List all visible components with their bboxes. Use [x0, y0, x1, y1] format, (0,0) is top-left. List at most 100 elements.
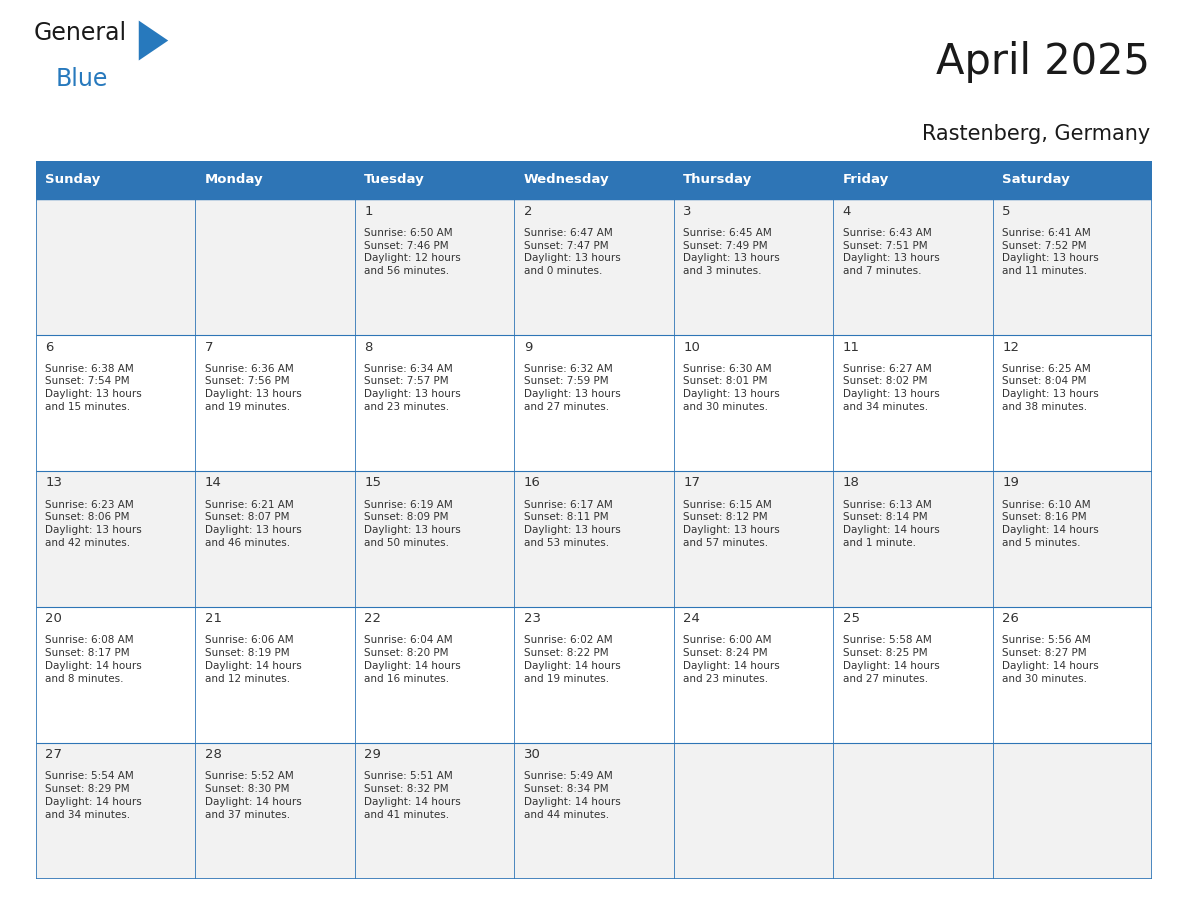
Bar: [514, 161, 674, 199]
Text: Rastenberg, Germany: Rastenberg, Germany: [922, 124, 1150, 144]
Text: 26: 26: [1003, 612, 1019, 625]
Bar: [993, 199, 1152, 335]
Text: April 2025: April 2025: [936, 41, 1150, 84]
Text: 8: 8: [365, 341, 373, 353]
Text: 27: 27: [45, 748, 62, 761]
Text: 5: 5: [1003, 205, 1011, 218]
Text: Sunrise: 6:47 AM
Sunset: 7:47 PM
Daylight: 13 hours
and 0 minutes.: Sunrise: 6:47 AM Sunset: 7:47 PM Dayligh…: [524, 228, 620, 276]
Text: 11: 11: [842, 341, 860, 353]
Text: 3: 3: [683, 205, 691, 218]
Bar: [195, 161, 355, 199]
Text: Sunrise: 6:13 AM
Sunset: 8:14 PM
Daylight: 14 hours
and 1 minute.: Sunrise: 6:13 AM Sunset: 8:14 PM Dayligh…: [842, 499, 940, 548]
Text: Saturday: Saturday: [1003, 174, 1070, 186]
Text: Sunrise: 6:15 AM
Sunset: 8:12 PM
Daylight: 13 hours
and 57 minutes.: Sunrise: 6:15 AM Sunset: 8:12 PM Dayligh…: [683, 499, 781, 548]
Text: 25: 25: [842, 612, 860, 625]
Text: Sunrise: 5:49 AM
Sunset: 8:34 PM
Daylight: 14 hours
and 44 minutes.: Sunrise: 5:49 AM Sunset: 8:34 PM Dayligh…: [524, 771, 620, 820]
Bar: [355, 471, 514, 607]
Bar: [674, 199, 833, 335]
Bar: [195, 335, 355, 471]
Text: 19: 19: [1003, 476, 1019, 489]
Bar: [355, 199, 514, 335]
Text: Sunrise: 6:23 AM
Sunset: 8:06 PM
Daylight: 13 hours
and 42 minutes.: Sunrise: 6:23 AM Sunset: 8:06 PM Dayligh…: [45, 499, 141, 548]
Bar: [833, 743, 993, 879]
Text: Sunrise: 5:54 AM
Sunset: 8:29 PM
Daylight: 14 hours
and 34 minutes.: Sunrise: 5:54 AM Sunset: 8:29 PM Dayligh…: [45, 771, 141, 820]
Bar: [993, 161, 1152, 199]
Text: Sunday: Sunday: [45, 174, 101, 186]
Text: Sunrise: 6:06 AM
Sunset: 8:19 PM
Daylight: 14 hours
and 12 minutes.: Sunrise: 6:06 AM Sunset: 8:19 PM Dayligh…: [204, 635, 302, 684]
Text: Sunrise: 6:10 AM
Sunset: 8:16 PM
Daylight: 14 hours
and 5 minutes.: Sunrise: 6:10 AM Sunset: 8:16 PM Dayligh…: [1003, 499, 1099, 548]
Bar: [195, 743, 355, 879]
Bar: [674, 471, 833, 607]
Bar: [833, 199, 993, 335]
Text: General: General: [33, 20, 126, 45]
Text: 20: 20: [45, 612, 62, 625]
Text: Sunrise: 5:58 AM
Sunset: 8:25 PM
Daylight: 14 hours
and 27 minutes.: Sunrise: 5:58 AM Sunset: 8:25 PM Dayligh…: [842, 635, 940, 684]
Bar: [833, 607, 993, 743]
Polygon shape: [139, 20, 169, 61]
Text: 17: 17: [683, 476, 701, 489]
Bar: [36, 335, 195, 471]
Text: 21: 21: [204, 612, 222, 625]
Text: Sunrise: 6:27 AM
Sunset: 8:02 PM
Daylight: 13 hours
and 34 minutes.: Sunrise: 6:27 AM Sunset: 8:02 PM Dayligh…: [842, 364, 940, 412]
Bar: [355, 743, 514, 879]
Text: Sunrise: 6:19 AM
Sunset: 8:09 PM
Daylight: 13 hours
and 50 minutes.: Sunrise: 6:19 AM Sunset: 8:09 PM Dayligh…: [365, 499, 461, 548]
Text: 9: 9: [524, 341, 532, 353]
Bar: [833, 471, 993, 607]
Bar: [514, 743, 674, 879]
Text: Monday: Monday: [204, 174, 264, 186]
Text: Blue: Blue: [56, 67, 108, 91]
Text: 6: 6: [45, 341, 53, 353]
Text: 2: 2: [524, 205, 532, 218]
Text: Sunrise: 5:52 AM
Sunset: 8:30 PM
Daylight: 14 hours
and 37 minutes.: Sunrise: 5:52 AM Sunset: 8:30 PM Dayligh…: [204, 771, 302, 820]
Bar: [993, 471, 1152, 607]
Text: Friday: Friday: [842, 174, 889, 186]
Text: Sunrise: 6:50 AM
Sunset: 7:46 PM
Daylight: 12 hours
and 56 minutes.: Sunrise: 6:50 AM Sunset: 7:46 PM Dayligh…: [365, 228, 461, 276]
Text: Sunrise: 6:41 AM
Sunset: 7:52 PM
Daylight: 13 hours
and 11 minutes.: Sunrise: 6:41 AM Sunset: 7:52 PM Dayligh…: [1003, 228, 1099, 276]
Text: Wednesday: Wednesday: [524, 174, 609, 186]
Text: 14: 14: [204, 476, 222, 489]
Text: 1: 1: [365, 205, 373, 218]
Bar: [36, 471, 195, 607]
Text: Sunrise: 6:08 AM
Sunset: 8:17 PM
Daylight: 14 hours
and 8 minutes.: Sunrise: 6:08 AM Sunset: 8:17 PM Dayligh…: [45, 635, 141, 684]
Text: 18: 18: [842, 476, 860, 489]
Bar: [36, 743, 195, 879]
Text: 13: 13: [45, 476, 62, 489]
Bar: [36, 607, 195, 743]
Text: Tuesday: Tuesday: [365, 174, 425, 186]
Bar: [355, 607, 514, 743]
Bar: [674, 161, 833, 199]
Bar: [195, 199, 355, 335]
Text: 4: 4: [842, 205, 852, 218]
Bar: [993, 607, 1152, 743]
Text: Sunrise: 6:36 AM
Sunset: 7:56 PM
Daylight: 13 hours
and 19 minutes.: Sunrise: 6:36 AM Sunset: 7:56 PM Dayligh…: [204, 364, 302, 412]
Bar: [674, 607, 833, 743]
Text: Sunrise: 5:51 AM
Sunset: 8:32 PM
Daylight: 14 hours
and 41 minutes.: Sunrise: 5:51 AM Sunset: 8:32 PM Dayligh…: [365, 771, 461, 820]
Bar: [195, 471, 355, 607]
Text: 30: 30: [524, 748, 541, 761]
Text: Thursday: Thursday: [683, 174, 752, 186]
Bar: [514, 335, 674, 471]
Bar: [833, 335, 993, 471]
Text: 23: 23: [524, 612, 541, 625]
Text: 29: 29: [365, 748, 381, 761]
Text: Sunrise: 6:00 AM
Sunset: 8:24 PM
Daylight: 14 hours
and 23 minutes.: Sunrise: 6:00 AM Sunset: 8:24 PM Dayligh…: [683, 635, 781, 684]
Text: Sunrise: 6:45 AM
Sunset: 7:49 PM
Daylight: 13 hours
and 3 minutes.: Sunrise: 6:45 AM Sunset: 7:49 PM Dayligh…: [683, 228, 781, 276]
Bar: [833, 161, 993, 199]
Text: Sunrise: 6:17 AM
Sunset: 8:11 PM
Daylight: 13 hours
and 53 minutes.: Sunrise: 6:17 AM Sunset: 8:11 PM Dayligh…: [524, 499, 620, 548]
Bar: [355, 335, 514, 471]
Text: Sunrise: 6:02 AM
Sunset: 8:22 PM
Daylight: 14 hours
and 19 minutes.: Sunrise: 6:02 AM Sunset: 8:22 PM Dayligh…: [524, 635, 620, 684]
Text: Sunrise: 5:56 AM
Sunset: 8:27 PM
Daylight: 14 hours
and 30 minutes.: Sunrise: 5:56 AM Sunset: 8:27 PM Dayligh…: [1003, 635, 1099, 684]
Bar: [993, 743, 1152, 879]
Text: 12: 12: [1003, 341, 1019, 353]
Bar: [36, 161, 195, 199]
Bar: [674, 743, 833, 879]
Text: 22: 22: [365, 612, 381, 625]
Text: Sunrise: 6:32 AM
Sunset: 7:59 PM
Daylight: 13 hours
and 27 minutes.: Sunrise: 6:32 AM Sunset: 7:59 PM Dayligh…: [524, 364, 620, 412]
Text: Sunrise: 6:34 AM
Sunset: 7:57 PM
Daylight: 13 hours
and 23 minutes.: Sunrise: 6:34 AM Sunset: 7:57 PM Dayligh…: [365, 364, 461, 412]
Bar: [514, 199, 674, 335]
Text: 24: 24: [683, 612, 700, 625]
Text: Sunrise: 6:38 AM
Sunset: 7:54 PM
Daylight: 13 hours
and 15 minutes.: Sunrise: 6:38 AM Sunset: 7:54 PM Dayligh…: [45, 364, 141, 412]
Text: Sunrise: 6:04 AM
Sunset: 8:20 PM
Daylight: 14 hours
and 16 minutes.: Sunrise: 6:04 AM Sunset: 8:20 PM Dayligh…: [365, 635, 461, 684]
Bar: [993, 335, 1152, 471]
Text: Sunrise: 6:25 AM
Sunset: 8:04 PM
Daylight: 13 hours
and 38 minutes.: Sunrise: 6:25 AM Sunset: 8:04 PM Dayligh…: [1003, 364, 1099, 412]
